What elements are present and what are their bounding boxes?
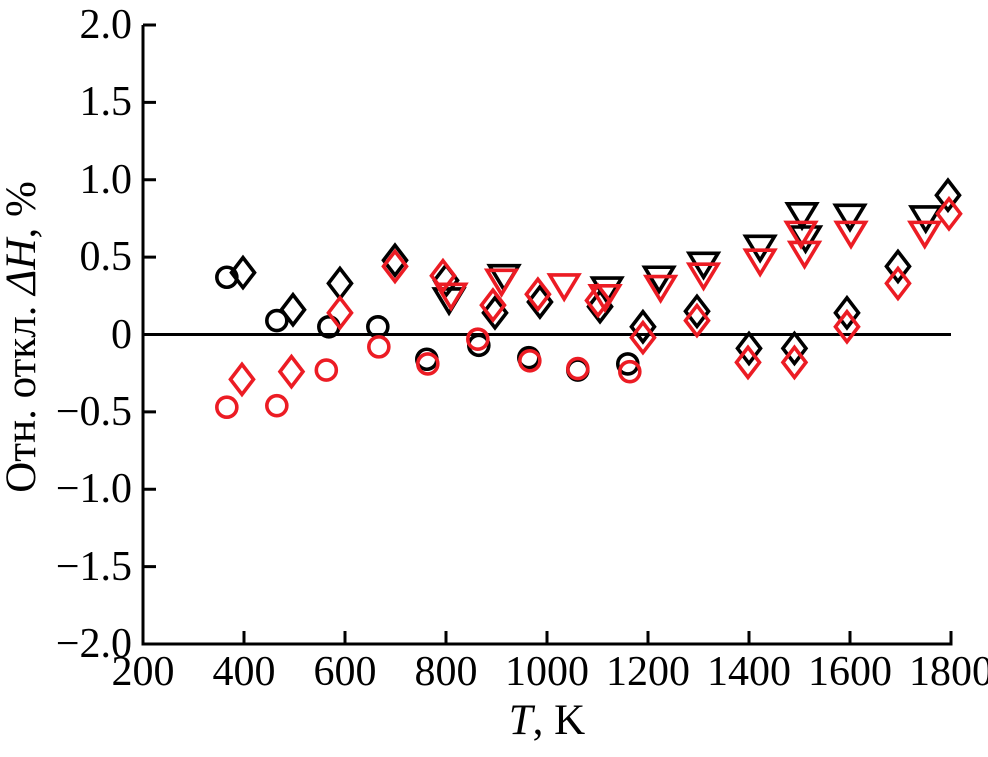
marker-red-triangles bbox=[783, 220, 819, 250]
marker-black-diamonds bbox=[326, 265, 354, 302]
marker-red-triangles bbox=[742, 248, 778, 278]
y-tick-label: −2.0 bbox=[55, 621, 132, 667]
marker-red-triangles bbox=[685, 262, 722, 292]
x-tick-label: 200 bbox=[111, 649, 175, 695]
marker-black-circles bbox=[265, 308, 289, 333]
y-tick-label: 1.5 bbox=[79, 79, 133, 126]
marker-red-diamonds bbox=[479, 287, 507, 324]
marker-black-triangles bbox=[908, 205, 944, 235]
y-tick-label: 0 bbox=[111, 311, 132, 358]
marker-black-diamonds bbox=[629, 308, 657, 345]
marker-black-triangles bbox=[832, 203, 868, 233]
marker-black-diamonds bbox=[833, 294, 861, 331]
x-axis-title-suffix: , K bbox=[532, 697, 586, 744]
x-tick-label: 1800 bbox=[909, 649, 988, 695]
marker-red-diamonds bbox=[277, 353, 306, 390]
y-tick-label: 2.0 bbox=[79, 2, 133, 48]
marker-red-triangles bbox=[907, 220, 943, 250]
marker-red-circles bbox=[314, 358, 339, 382]
marker-red-diamonds bbox=[584, 282, 612, 319]
marker-red-diamonds bbox=[734, 344, 762, 381]
marker-red-diamonds bbox=[935, 195, 963, 232]
y-tick-label: 0.5 bbox=[79, 234, 133, 281]
y-tick-label: −0.5 bbox=[55, 388, 132, 435]
y-tick-label: −1.5 bbox=[55, 543, 132, 590]
marker-red-circles bbox=[466, 327, 490, 351]
marker-black-diamonds bbox=[381, 242, 409, 279]
x-tick-label: 1200 bbox=[606, 649, 690, 695]
x-tick-label: 1000 bbox=[505, 649, 589, 695]
marker-black-diamonds bbox=[735, 330, 763, 367]
x-tick-label: 1600 bbox=[808, 649, 892, 695]
marker-red-circles bbox=[367, 335, 391, 359]
marker-red-circles bbox=[416, 352, 440, 376]
marker-red-triangles bbox=[483, 268, 520, 298]
marker-red-diamonds bbox=[326, 294, 354, 331]
marker-black-diamonds bbox=[884, 248, 912, 285]
marker-black-diamonds bbox=[780, 330, 809, 367]
y-tick-label: 1.0 bbox=[79, 156, 133, 203]
marker-black-diamonds bbox=[229, 254, 257, 291]
marker-black-triangles bbox=[784, 201, 820, 232]
marker-red-circles bbox=[518, 349, 542, 373]
x-axis-title-symbol: T bbox=[508, 697, 533, 744]
marker-red-diamonds bbox=[629, 319, 657, 356]
marker-red-diamonds bbox=[780, 344, 809, 381]
marker-red-diamonds bbox=[524, 276, 552, 313]
marker-black-triangles bbox=[742, 234, 778, 264]
marker-red-circles bbox=[566, 356, 590, 381]
x-tick-label: 400 bbox=[212, 649, 276, 695]
marker-black-diamonds bbox=[934, 177, 962, 214]
marker-red-diamonds bbox=[833, 308, 861, 345]
marker-red-diamonds bbox=[429, 257, 457, 294]
y-tick-label: −1.0 bbox=[55, 466, 132, 513]
marker-red-circles bbox=[215, 395, 239, 420]
marker-black-diamonds bbox=[683, 293, 711, 330]
x-axis-title: T, K bbox=[447, 697, 647, 745]
marker-red-triangles bbox=[833, 220, 869, 250]
marker-black-triangles bbox=[641, 265, 677, 295]
marker-red-diamonds bbox=[381, 248, 409, 285]
marker-red-triangles bbox=[786, 240, 823, 270]
marker-red-triangles bbox=[546, 273, 582, 303]
marker-red-diamonds bbox=[683, 302, 711, 339]
marker-red-diamonds bbox=[884, 265, 912, 302]
x-tick-label: 1400 bbox=[707, 649, 791, 695]
marker-black-diamonds bbox=[279, 291, 307, 328]
x-tick-label: 800 bbox=[414, 649, 478, 695]
x-tick-label: 600 bbox=[313, 649, 377, 695]
marker-red-circles bbox=[618, 359, 642, 384]
marker-red-triangles bbox=[433, 282, 469, 312]
marker-red-diamonds bbox=[228, 361, 256, 398]
marker-red-triangles bbox=[587, 284, 623, 314]
marker-red-circles bbox=[265, 393, 289, 418]
marker-red-triangles bbox=[642, 274, 679, 305]
